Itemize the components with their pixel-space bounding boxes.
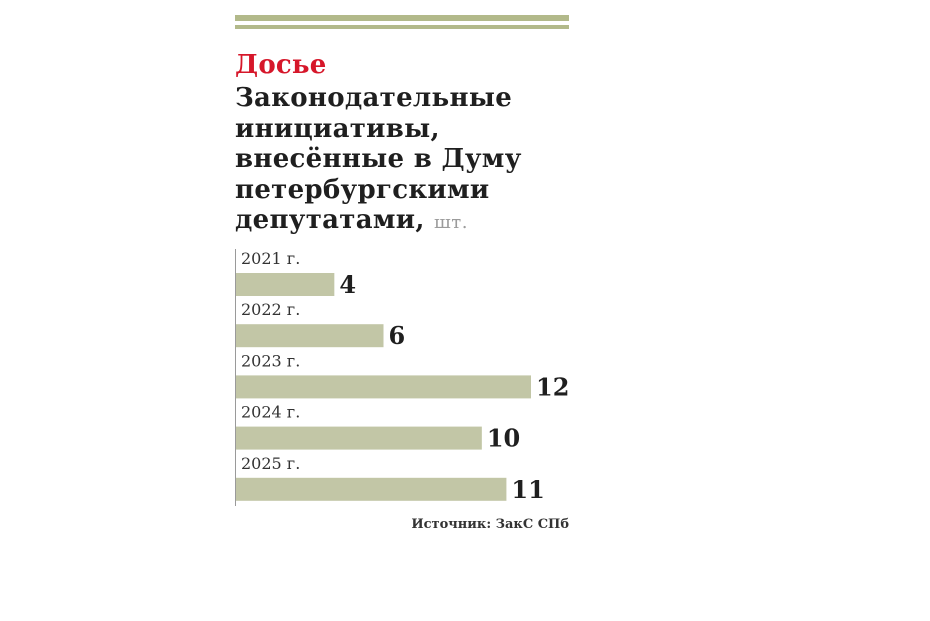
section-kicker: Досье <box>235 50 327 80</box>
category-label: 2021 г. <box>241 249 300 268</box>
value-label: 12 <box>536 372 569 401</box>
top-rule <box>235 15 569 21</box>
bar <box>236 426 482 450</box>
top-rule-thin <box>235 25 569 29</box>
category-label: 2025 г. <box>241 454 300 473</box>
category-label: 2022 г. <box>241 300 300 319</box>
bar <box>236 375 531 399</box>
chart-unit: шт. <box>434 212 468 233</box>
value-label: 10 <box>487 424 520 453</box>
bar <box>236 324 384 348</box>
chart-title: Законодательные инициативы, внесённые в … <box>235 83 575 239</box>
value-label: 4 <box>339 270 356 299</box>
category-label: 2023 г. <box>241 351 300 370</box>
chart-title-text: Законодательные инициативы, внесённые в … <box>235 83 522 235</box>
category-label: 2024 г. <box>241 403 300 422</box>
value-label: 11 <box>511 475 544 504</box>
value-label: 6 <box>389 321 406 350</box>
bar <box>236 273 335 296</box>
source-note: Источник: ЗакС СПб <box>411 517 569 532</box>
bar <box>236 477 507 501</box>
